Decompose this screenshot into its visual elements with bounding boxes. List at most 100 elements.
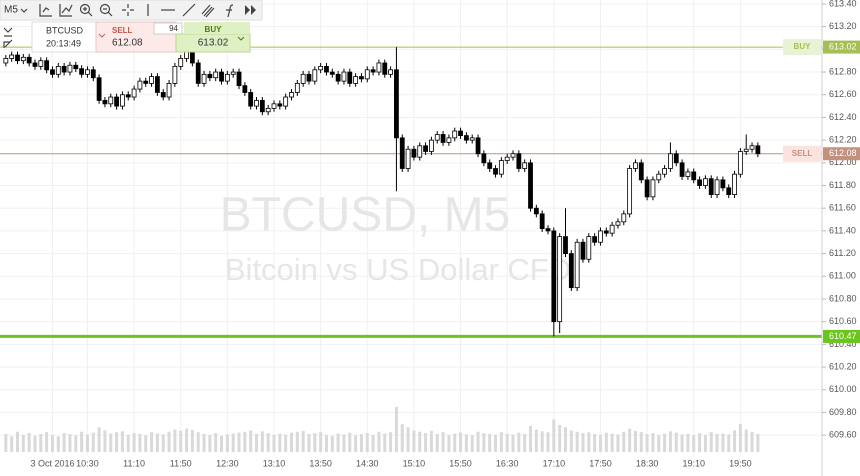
y-axis-band [822,0,860,476]
zoom-in-handle [83,7,93,17]
level-price-label: 612.08 [829,148,857,158]
candle-body [621,213,627,223]
x-tick-label: 19:10 [682,458,705,468]
volume-bar [558,425,562,452]
candle-body [329,71,335,75]
volume-bar [126,434,130,452]
candle-body [481,153,487,164]
candle-body [61,65,67,73]
candle-body [463,135,469,141]
volume-bar [371,434,375,452]
candle-body [417,145,423,158]
x-axis: 3 Oct 2016 10:30 11:10 11:50 12:30 13:10 13:50… [30,458,751,468]
candle-body [90,69,96,79]
candle-body [475,137,481,155]
function-icon[interactable] [226,4,234,18]
candle-body [347,71,353,84]
volume-bar [56,436,60,452]
dropdown-arrow[interactable] [20,8,28,13]
volume-bar [68,434,72,452]
candle-body [609,224,615,234]
candle-body [26,56,32,64]
volume-bar [284,434,288,452]
candle-body [166,82,172,98]
volume-bar [429,430,433,452]
x-tick-label: 17:50 [589,458,612,468]
y-tick-label: 611.80 [829,180,856,190]
candle-body [429,139,434,152]
candle-body [219,71,224,82]
watermark: BTCUSD, M5 Bitcoin vs US Dollar CFD [220,189,571,288]
volume-bar [546,432,550,452]
spread: 94 [169,24,178,33]
spread-box[interactable] [153,22,183,35]
candle-body [405,148,411,169]
buy-arrow [237,36,245,41]
zoom-in-icon[interactable] [79,3,91,15]
volume-bar [441,432,445,452]
candle-body [259,100,265,113]
indicator-icon[interactable] [59,4,73,17]
candle-body [399,137,405,169]
candle-body [15,54,20,62]
candle-body [504,156,510,161]
volume-bar [750,431,754,452]
candle-body [359,76,364,80]
volume-bar [721,433,725,452]
crosshair-icon[interactable] [122,4,134,16]
x-tick-label: 17:10 [543,458,566,468]
volume-bar [744,429,748,452]
chart-type-icon[interactable] [39,4,52,17]
volume-bar [150,432,154,452]
play-icon[interactable] [245,5,256,15]
candle-body [627,168,633,215]
candle-body [691,171,697,181]
y-tick-label: 610.40 [829,339,857,349]
candle-body [32,62,38,67]
candle-body [685,171,691,177]
candle-body [289,92,294,98]
candle-body [137,80,143,90]
collapse-icon[interactable] [3,27,13,37]
volume-bar [21,434,25,452]
timeframe[interactable]: M5 [4,5,18,16]
candle-body [44,60,50,71]
volume-bar [272,434,276,452]
zoom-out-icon[interactable] [99,3,111,15]
candle-body [294,82,300,93]
y-axis: 613.40613.20613.00612.80612.60612.40612.… [822,0,857,440]
volume-bar [342,434,346,452]
candle-body [382,62,388,75]
candle-body [656,173,662,181]
level-name-box[interactable] [783,145,821,162]
candle-body [172,65,178,84]
volume-bar [289,432,293,452]
trend-line-icon[interactable] [182,3,196,17]
volume-bar [208,434,212,452]
volume-bar [511,434,515,452]
volume-bar [185,428,189,452]
candle-body [394,69,399,139]
x-tick-label: 14:30 [356,458,379,468]
x-tick-label: 19:50 [729,458,752,468]
candle-body [335,73,341,82]
candle-body [213,71,219,79]
volume-bar [692,435,696,452]
watermark-subtitle: Bitcoin vs US Dollar CFD [225,252,571,287]
volume-bar [324,434,328,452]
volume-bar [604,432,608,452]
volume-bar [74,435,78,452]
popout-icon[interactable] [3,39,13,48]
x-tick-label: 15:50 [449,458,472,468]
volume-bar [663,433,667,452]
volume-bar [406,427,410,452]
candle-body [469,137,475,141]
volume-pane [4,407,760,452]
volume-bar [214,433,218,452]
sell-label: SELL [112,26,133,35]
channel-icon[interactable] [201,4,215,18]
level-name-box[interactable] [783,39,821,56]
candle-body [743,148,749,152]
volume-bar [33,435,37,452]
